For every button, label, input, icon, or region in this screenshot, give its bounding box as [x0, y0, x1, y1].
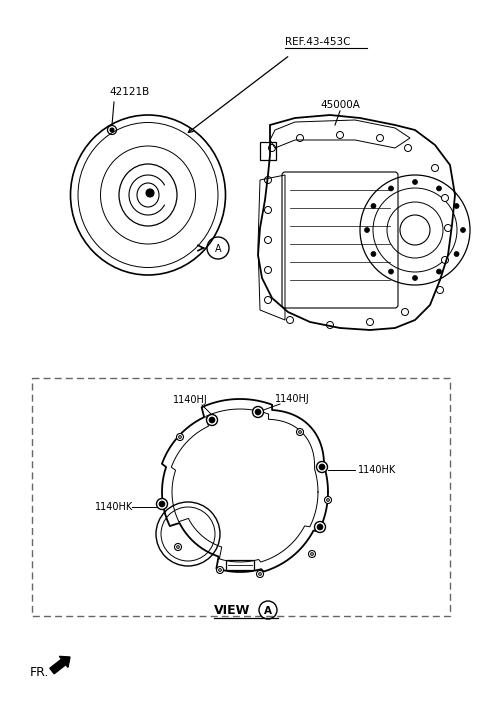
Circle shape: [156, 498, 168, 510]
Circle shape: [367, 318, 373, 325]
Circle shape: [179, 436, 181, 439]
Circle shape: [436, 286, 444, 293]
Circle shape: [326, 322, 334, 328]
Text: A: A: [215, 244, 221, 253]
Text: VIEW: VIEW: [214, 604, 250, 617]
Text: 42121B: 42121B: [110, 87, 150, 97]
Circle shape: [412, 179, 418, 184]
Circle shape: [264, 177, 272, 184]
Circle shape: [159, 501, 165, 507]
Circle shape: [388, 186, 394, 191]
Circle shape: [388, 269, 394, 274]
Circle shape: [256, 570, 264, 577]
Circle shape: [326, 498, 329, 501]
Text: A: A: [264, 605, 272, 615]
Circle shape: [264, 206, 272, 214]
Circle shape: [324, 496, 332, 503]
Circle shape: [460, 228, 466, 233]
Circle shape: [177, 434, 183, 441]
Circle shape: [454, 204, 459, 209]
Ellipse shape: [146, 189, 154, 197]
Circle shape: [252, 407, 264, 417]
Circle shape: [287, 317, 293, 323]
Circle shape: [297, 135, 303, 142]
Circle shape: [314, 521, 325, 533]
Text: FR.: FR.: [30, 666, 49, 679]
FancyArrow shape: [50, 656, 70, 674]
Circle shape: [436, 269, 442, 274]
Circle shape: [371, 204, 376, 209]
Circle shape: [259, 572, 262, 575]
Circle shape: [216, 567, 224, 573]
Text: 1140HK: 1140HK: [95, 502, 133, 512]
Text: 1140HJ: 1140HJ: [173, 395, 207, 405]
Circle shape: [268, 145, 276, 152]
Circle shape: [442, 194, 448, 201]
Circle shape: [319, 464, 325, 470]
Circle shape: [309, 550, 315, 557]
Text: 45000A: 45000A: [320, 100, 360, 110]
Circle shape: [299, 431, 301, 434]
Circle shape: [255, 409, 261, 415]
Circle shape: [264, 236, 272, 244]
Circle shape: [297, 429, 303, 436]
Circle shape: [442, 256, 448, 263]
Circle shape: [316, 461, 327, 473]
Circle shape: [436, 186, 442, 191]
Circle shape: [444, 224, 452, 231]
Circle shape: [401, 308, 408, 315]
Bar: [226, 560, 254, 570]
Text: 1140HJ: 1140HJ: [275, 394, 310, 404]
Circle shape: [177, 545, 180, 548]
Circle shape: [175, 543, 181, 550]
Text: 1140HK: 1140HK: [358, 465, 396, 475]
Bar: [260, 142, 276, 160]
Circle shape: [371, 251, 376, 256]
Circle shape: [454, 251, 459, 256]
Circle shape: [405, 145, 411, 152]
Circle shape: [317, 524, 323, 530]
Circle shape: [364, 228, 370, 233]
Circle shape: [336, 132, 344, 139]
Circle shape: [218, 568, 221, 572]
Circle shape: [264, 296, 272, 303]
Circle shape: [376, 135, 384, 142]
Text: REF.43-453C: REF.43-453C: [285, 37, 350, 47]
Bar: [32, 378, 450, 616]
Circle shape: [311, 553, 313, 555]
Circle shape: [209, 417, 215, 423]
Circle shape: [432, 164, 439, 172]
Circle shape: [264, 266, 272, 273]
Circle shape: [412, 276, 418, 281]
Circle shape: [110, 128, 114, 132]
Circle shape: [206, 414, 217, 426]
